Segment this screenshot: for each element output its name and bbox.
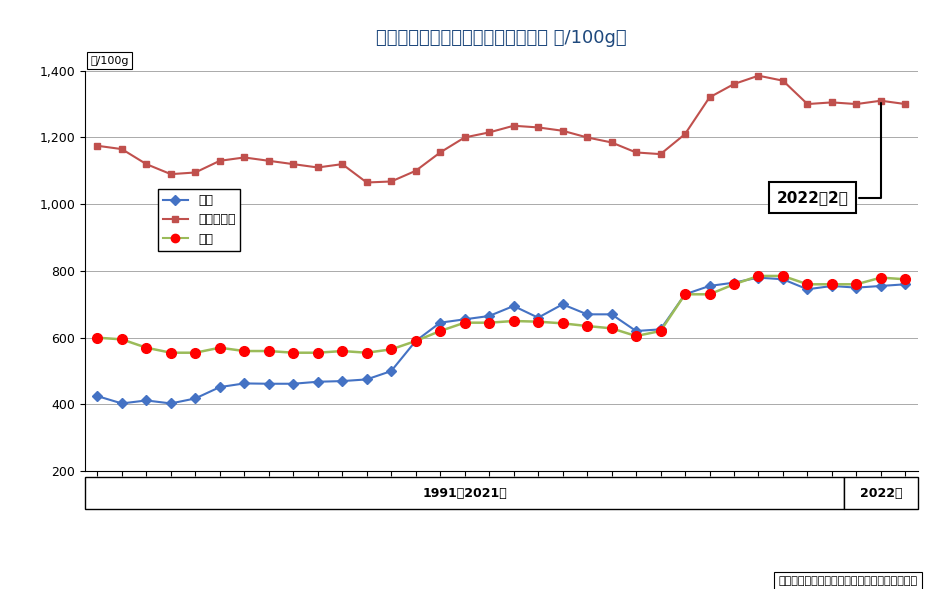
Text: 独立行政法人　農畜産業振興機構のデータから: 独立行政法人 農畜産業振興機構のデータから xyxy=(779,576,918,586)
Text: 2022年: 2022年 xyxy=(860,487,902,500)
Text: 図　牛肉の小売価格（和牛：国産品 円/100g）: 図 牛肉の小売価格（和牛：国産品 円/100g） xyxy=(377,29,626,48)
Legend: ばら, サーロイン, もも: ばら, サーロイン, もも xyxy=(158,189,240,250)
Text: 1991～2021年: 1991～2021年 xyxy=(422,487,507,500)
Text: 円/100g: 円/100g xyxy=(90,56,129,66)
Text: 2022年2月: 2022年2月 xyxy=(777,104,881,205)
